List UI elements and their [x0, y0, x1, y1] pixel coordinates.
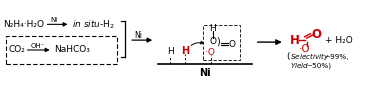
Text: O: O [311, 28, 322, 41]
Text: H: H [209, 24, 216, 33]
Text: Ni: Ni [51, 17, 58, 23]
Text: ~50%): ~50%) [307, 62, 332, 69]
Text: ): ) [216, 36, 220, 46]
Bar [203, 25, 240, 60]
Text: ·O: ·O [205, 48, 215, 57]
Text: CO₂: CO₂ [9, 45, 26, 55]
Text: H: H [290, 34, 299, 47]
Text: Ni: Ni [134, 31, 142, 40]
Text: (: ( [287, 52, 290, 61]
Text: O: O [209, 37, 217, 46]
Text: + H₂O: + H₂O [324, 36, 352, 45]
Text: $\it{in\ situ}$-H$_2$: $\it{in\ situ}$-H$_2$ [73, 18, 116, 31]
Text: $\it{Selectivity}$: $\it{Selectivity}$ [290, 51, 330, 62]
Text: N₂H₄·H₂O: N₂H₄·H₂O [3, 20, 44, 29]
Text: OH⁻: OH⁻ [31, 43, 45, 48]
Text: H: H [181, 46, 189, 56]
Text: Ni: Ni [199, 68, 211, 78]
Bar [6, 36, 117, 64]
Text: NaHCO₃: NaHCO₃ [54, 45, 90, 55]
Text: H: H [167, 47, 174, 56]
Text: ~99%,: ~99%, [324, 54, 349, 60]
Text: ·O: ·O [299, 44, 310, 54]
Text: O: O [228, 40, 235, 49]
Text: $\it{Yield}$: $\it{Yield}$ [290, 61, 309, 70]
